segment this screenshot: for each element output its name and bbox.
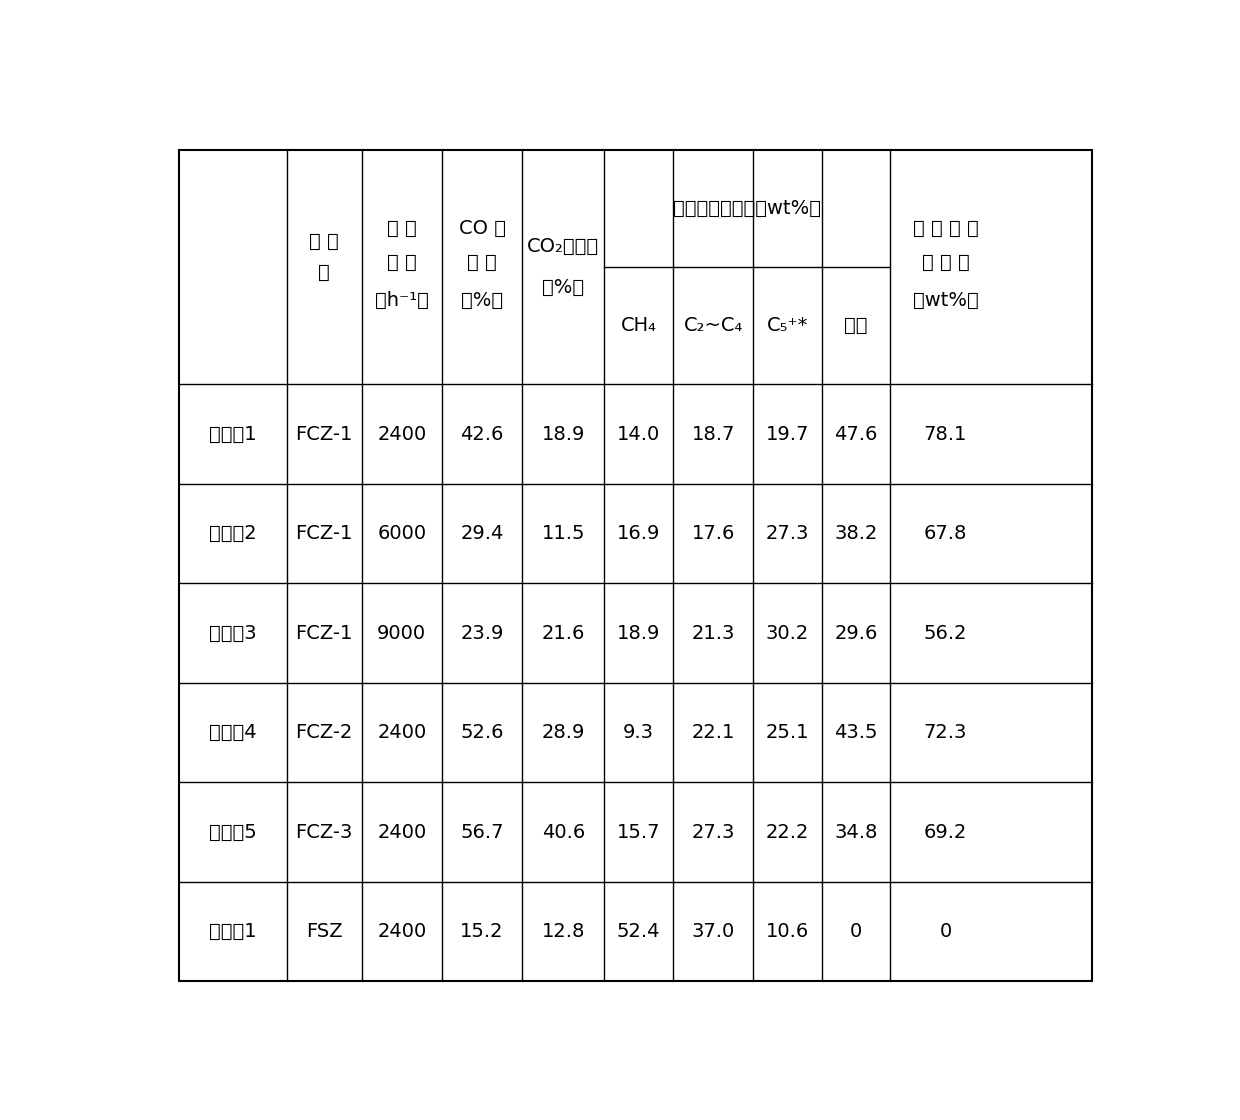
Text: 18.9: 18.9: [618, 624, 661, 643]
Text: 56.2: 56.2: [924, 624, 967, 643]
Text: 烃 含 量: 烃 含 量: [921, 252, 970, 271]
Text: 14.0: 14.0: [618, 424, 661, 444]
Text: 27.3: 27.3: [766, 524, 810, 543]
Text: 换 率: 换 率: [467, 252, 497, 271]
Text: 40.6: 40.6: [542, 822, 585, 841]
Text: 2400: 2400: [377, 424, 427, 444]
Text: FCZ-1: FCZ-1: [295, 624, 353, 643]
Text: 25.1: 25.1: [766, 724, 810, 743]
Text: 67.8: 67.8: [924, 524, 967, 543]
Text: 实施例3: 实施例3: [210, 624, 257, 643]
Text: 6000: 6000: [377, 524, 427, 543]
Text: FCZ-1: FCZ-1: [295, 424, 353, 444]
Text: 23.9: 23.9: [460, 624, 503, 643]
Text: （%）: （%）: [461, 291, 503, 310]
Text: FCZ-1: FCZ-1: [295, 524, 353, 543]
Text: 0: 0: [940, 922, 951, 941]
Text: 78.1: 78.1: [924, 424, 967, 444]
Text: 9000: 9000: [377, 624, 427, 643]
Text: 18.9: 18.9: [542, 424, 585, 444]
Text: 产物烃类选择性（wt%）: 产物烃类选择性（wt%）: [673, 199, 821, 218]
Text: 29.6: 29.6: [835, 624, 878, 643]
Text: CO 转: CO 转: [459, 218, 506, 237]
Text: 16.9: 16.9: [618, 524, 661, 543]
Text: FSZ: FSZ: [306, 922, 342, 941]
Text: 实施例5: 实施例5: [210, 822, 257, 841]
Text: 30.2: 30.2: [766, 624, 810, 643]
Text: 9.3: 9.3: [624, 724, 655, 743]
Text: 芳烃: 芳烃: [844, 316, 868, 335]
Text: 15.7: 15.7: [618, 822, 661, 841]
Text: 2400: 2400: [377, 724, 427, 743]
Text: C₂~C₄: C₂~C₄: [683, 316, 743, 335]
Text: 28.9: 28.9: [542, 724, 585, 743]
Text: 对比例1: 对比例1: [210, 922, 257, 941]
Text: 催 化: 催 化: [309, 232, 339, 251]
Text: 2400: 2400: [377, 922, 427, 941]
Text: FCZ-3: FCZ-3: [295, 822, 353, 841]
Text: 52.6: 52.6: [460, 724, 503, 743]
Text: 油 相 中 芳: 油 相 中 芳: [913, 218, 978, 237]
Text: 17.6: 17.6: [692, 524, 735, 543]
Text: 47.6: 47.6: [835, 424, 878, 444]
Text: 11.5: 11.5: [542, 524, 585, 543]
Text: 剂: 剂: [319, 263, 330, 282]
Text: 43.5: 43.5: [835, 724, 878, 743]
Text: 空 速: 空 速: [387, 252, 417, 271]
Text: 72.3: 72.3: [924, 724, 967, 743]
Text: 19.7: 19.7: [766, 424, 810, 444]
Text: 实施例4: 实施例4: [210, 724, 257, 743]
Text: 12.8: 12.8: [542, 922, 585, 941]
Text: （%）: （%）: [542, 279, 584, 297]
Text: 56.7: 56.7: [460, 822, 503, 841]
Text: 34.8: 34.8: [835, 822, 878, 841]
Text: 15.2: 15.2: [460, 922, 503, 941]
Text: 21.3: 21.3: [692, 624, 735, 643]
Text: CH₄: CH₄: [621, 316, 657, 335]
Text: 2400: 2400: [377, 822, 427, 841]
Text: （h⁻¹）: （h⁻¹）: [374, 291, 429, 310]
Text: CO₂选择性: CO₂选择性: [527, 237, 599, 256]
Text: 实施例1: 实施例1: [210, 424, 257, 444]
Text: 37.0: 37.0: [692, 922, 735, 941]
Text: 27.3: 27.3: [692, 822, 735, 841]
Text: 实施例2: 实施例2: [210, 524, 257, 543]
Text: 38.2: 38.2: [835, 524, 878, 543]
Text: 反 应: 反 应: [387, 218, 417, 237]
Text: 18.7: 18.7: [692, 424, 735, 444]
Text: （wt%）: （wt%）: [913, 291, 978, 310]
Text: 29.4: 29.4: [460, 524, 503, 543]
Text: 0: 0: [849, 922, 862, 941]
Text: 69.2: 69.2: [924, 822, 967, 841]
Text: FCZ-2: FCZ-2: [295, 724, 353, 743]
Text: 10.6: 10.6: [766, 922, 810, 941]
Text: 21.6: 21.6: [542, 624, 585, 643]
Text: 42.6: 42.6: [460, 424, 503, 444]
Text: 22.1: 22.1: [692, 724, 735, 743]
Text: C₅⁺*: C₅⁺*: [766, 316, 808, 335]
Text: 22.2: 22.2: [766, 822, 810, 841]
Text: 52.4: 52.4: [618, 922, 661, 941]
